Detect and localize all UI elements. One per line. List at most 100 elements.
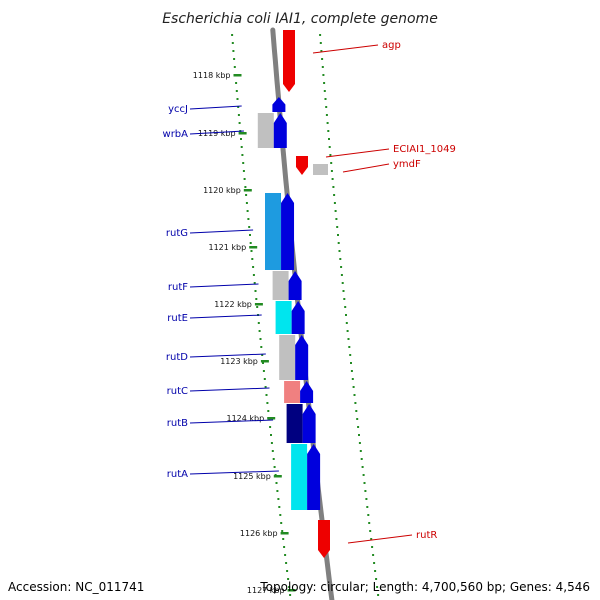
gene-label-rutC: rutC (167, 386, 188, 397)
track-dot (326, 122, 329, 124)
track-dot (254, 290, 257, 292)
track-dot (328, 138, 330, 140)
track-dot (374, 570, 377, 572)
gene-homology-blocks (257, 113, 321, 510)
tick-mark (254, 303, 263, 306)
tick-mark (260, 360, 269, 363)
leader-line-rutR (347, 534, 413, 544)
track-dot (276, 490, 279, 492)
track-dot (325, 114, 328, 116)
track-dot (338, 250, 341, 252)
track-dot (270, 434, 272, 436)
track-dot (257, 322, 260, 324)
track-dot (321, 66, 324, 68)
tick-label: 1121 kbp (208, 243, 246, 252)
track-dot (242, 170, 245, 172)
homology-block-ymdF (313, 164, 321, 175)
track-dot (345, 314, 347, 316)
track-dot (357, 426, 360, 428)
leader-line-rutG (189, 229, 254, 234)
tick-label: 1122 kbp (214, 300, 252, 309)
track-dot (349, 354, 352, 356)
track-dot (286, 570, 289, 572)
track-dot (337, 234, 339, 236)
gene-label-ymdF: ymdF (393, 159, 421, 170)
tick-mark (249, 246, 258, 249)
track-dot (240, 138, 242, 140)
track-dot (360, 458, 363, 460)
track-dot (241, 154, 244, 156)
tick-label: 1127 kbp (247, 586, 285, 595)
track-dot (287, 578, 290, 580)
track-dot (358, 442, 361, 444)
track-dot (340, 274, 343, 276)
homology-block-wrbA (257, 113, 274, 148)
leader-line-rutF (189, 283, 259, 288)
homology-block-rutE (275, 301, 292, 334)
track-dot (350, 362, 352, 364)
track-dot (281, 530, 284, 532)
gene-label-rutE: rutE (167, 313, 188, 324)
track-dot (235, 82, 238, 84)
track-dot (231, 34, 234, 36)
tick-mark (287, 589, 296, 592)
gene-label-rutR: rutR (416, 530, 437, 541)
track-dot (321, 58, 324, 60)
track-dot (275, 482, 278, 484)
coordinate-ticks: 1118 kbp 1119 kbp 1120 kbp 1121 kbp 1122 kbp… (193, 71, 296, 595)
track-dot (270, 442, 273, 444)
homology-block-rutA (291, 444, 308, 510)
tick-label: 1118 kbp (193, 71, 231, 80)
homology-block-rutD (279, 335, 296, 380)
leader-line-rutA (189, 470, 279, 475)
accession-text: Accession: NC_011741 (8, 580, 145, 594)
gene-arrow-yccJ (272, 97, 286, 112)
track-dot (322, 74, 325, 76)
gene-arrow-wrbA (273, 113, 287, 148)
track-dot (252, 266, 255, 268)
track-dot (339, 258, 342, 260)
gene-arrow-rutF (288, 271, 302, 300)
gene-label-rutB: rutB (167, 418, 188, 429)
track-dot (232, 50, 235, 52)
gene-arrow-rutC (300, 381, 314, 403)
track-dot (288, 586, 291, 588)
topology-text: Topology: circular; Length: 4,700,560 bp… (260, 580, 590, 594)
gene-label-rutG: rutG (166, 228, 188, 239)
track-dot (319, 42, 322, 44)
track-dot (237, 114, 240, 116)
track-dot (377, 594, 380, 596)
track-dot (251, 258, 254, 260)
track-dot (341, 282, 344, 284)
track-dot (325, 106, 328, 108)
track-dot (283, 546, 286, 548)
track-dot (273, 466, 276, 468)
track-dot (353, 394, 356, 396)
track-dot (238, 122, 241, 124)
track-dot (233, 58, 236, 60)
track-dot (340, 266, 343, 268)
homology-block-rutF (272, 271, 289, 300)
tick-label: 1125 kbp (233, 472, 271, 481)
track-dot (272, 458, 275, 460)
leader-line-rutD (189, 353, 266, 358)
gene-label-agp: agp (382, 40, 401, 51)
track-dot (371, 546, 374, 548)
track-dot (329, 154, 332, 156)
leader-line-agp (312, 44, 379, 54)
track-dot (336, 226, 339, 228)
track-dot (255, 298, 258, 300)
homology-block-rutG (265, 193, 281, 270)
leader-line-rutB (189, 419, 274, 424)
track-dot (347, 338, 350, 340)
gene-label-ECIAI1_1049: ECIAI1_1049 (393, 144, 456, 155)
track-dot (327, 130, 330, 132)
track-dot (333, 202, 336, 204)
leader-line-ymdF (342, 163, 390, 173)
track-dot (369, 530, 372, 532)
track-dot (258, 330, 261, 332)
tick-label: 1119 kbp (198, 129, 236, 138)
track-dot (356, 418, 359, 420)
track-dot (262, 370, 265, 372)
